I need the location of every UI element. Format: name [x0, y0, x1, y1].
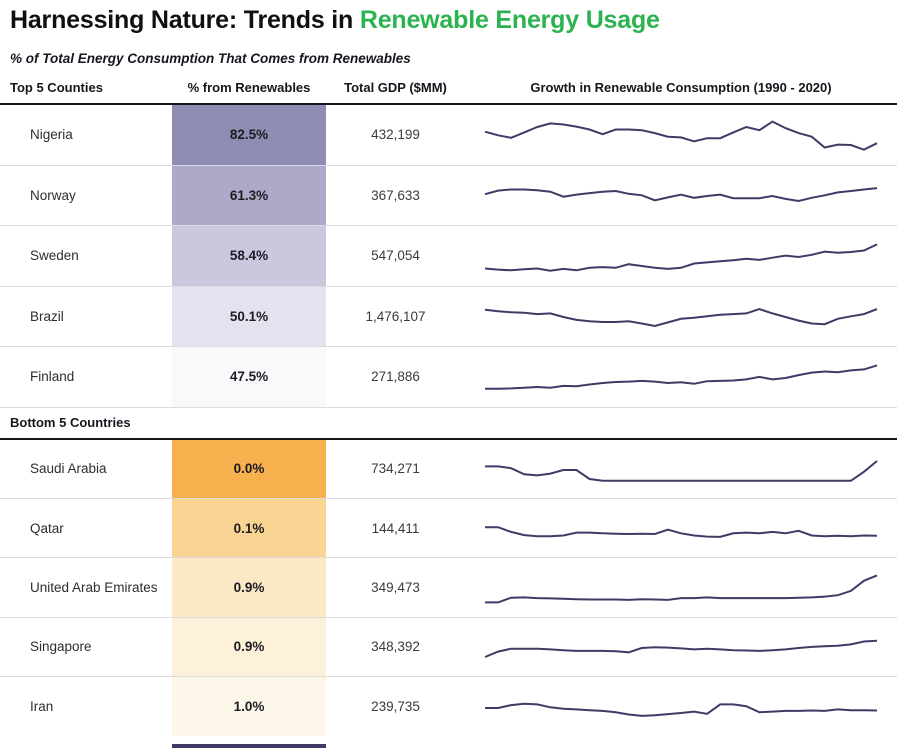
- country-name: Saudi Arabia: [30, 461, 107, 477]
- bottom-5-section-label: Bottom 5 Countries: [10, 415, 131, 430]
- pct-renewables-cell: 82.5%: [172, 105, 326, 165]
- pct-renewables-cell: 50.1%: [172, 286, 326, 346]
- pct-renewables-cell: 0.9%: [172, 558, 326, 617]
- total-gdp-value: 271,886: [371, 369, 420, 385]
- pct-renewables-cell: 0.1%: [172, 498, 326, 558]
- bottom-5-section-header: Bottom 5 Countries: [0, 408, 897, 440]
- pct-renewables-cell: 58.4%: [172, 226, 326, 286]
- growth-sparkline: [465, 105, 897, 165]
- table-row: Sweden 58.4% 547,054: [0, 226, 897, 287]
- total-gdp-value: 367,633: [371, 187, 420, 203]
- total-gdp-value: 348,392: [371, 639, 420, 655]
- table-row: Brazil 50.1% 1,476,107: [0, 286, 897, 347]
- country-name: Norway: [30, 187, 76, 203]
- top-5-section: Nigeria 82.5% 432,199 Norway 61.3% 367,6…: [0, 105, 897, 408]
- country-name: Nigeria: [30, 127, 73, 143]
- growth-sparkline: [465, 226, 897, 286]
- total-gdp-value: 734,271: [371, 461, 420, 477]
- total-gdp-value: 432,199: [371, 127, 420, 143]
- country-name: Finland: [30, 369, 75, 385]
- pct-renewables-cell: 0.0%: [172, 439, 326, 498]
- country-name: United Arab Emirates: [30, 579, 158, 595]
- growth-sparkline: [465, 166, 897, 226]
- growth-sparkline: [465, 558, 897, 616]
- bottom-scrollbar-indicator: [172, 744, 326, 748]
- pct-renewables-cell: 61.3%: [172, 165, 326, 225]
- table-row: Saudi Arabia 0.0% 734,271: [0, 439, 897, 499]
- table-row: Norway 61.3% 367,633: [0, 165, 897, 226]
- column-header-top-section: Top 5 Counties: [10, 80, 103, 95]
- page-subtitle: % of Total Energy Consumption That Comes…: [10, 51, 411, 66]
- country-name: Singapore: [30, 639, 92, 655]
- table-row: Iran 1.0% 239,735: [0, 677, 897, 737]
- page-title-highlight: Renewable Energy Usage: [359, 6, 660, 34]
- pct-renewables-cell: 0.9%: [172, 617, 326, 677]
- column-header-total-gdp: Total GDP ($MM): [344, 80, 447, 95]
- table-row: Singapore 0.9% 348,392: [0, 617, 897, 678]
- total-gdp-value: 1,476,107: [365, 308, 426, 324]
- country-name: Iran: [30, 699, 54, 715]
- column-header-growth-sparkline: Growth in Renewable Consumption (1990 - …: [530, 80, 832, 95]
- country-name: Brazil: [30, 308, 64, 324]
- table-header: Top 5 Counties % from Renewables Total G…: [0, 80, 897, 105]
- table-row: United Arab Emirates 0.9% 349,473: [0, 558, 897, 618]
- table-row: Qatar 0.1% 144,411: [0, 498, 897, 559]
- table-row: Nigeria 82.5% 432,199: [0, 105, 897, 166]
- table-row: Finland 47.5% 271,886: [0, 347, 897, 408]
- total-gdp-value: 144,411: [371, 520, 420, 536]
- column-header-pct-renewables: % from Renewables: [187, 80, 311, 95]
- pct-renewables-cell: 1.0%: [172, 677, 326, 737]
- growth-sparkline: [465, 677, 897, 736]
- total-gdp-value: 239,735: [371, 699, 420, 715]
- bottom-5-section: Saudi Arabia 0.0% 734,271 Qatar 0.1% 144…: [0, 439, 897, 737]
- pct-renewables-cell: 47.5%: [172, 347, 326, 407]
- growth-sparkline: [465, 440, 897, 498]
- country-name: Sweden: [30, 248, 79, 264]
- page-title: Harnessing Nature: Trends in Renewable E…: [0, 0, 897, 35]
- growth-sparkline: [465, 618, 897, 676]
- country-name: Qatar: [30, 520, 64, 536]
- growth-sparkline: [465, 347, 897, 407]
- page-title-prefix: Harnessing Nature: Trends in: [10, 6, 360, 34]
- total-gdp-value: 547,054: [371, 248, 420, 264]
- total-gdp-value: 349,473: [371, 579, 420, 595]
- growth-sparkline: [465, 499, 897, 557]
- growth-sparkline: [465, 287, 897, 347]
